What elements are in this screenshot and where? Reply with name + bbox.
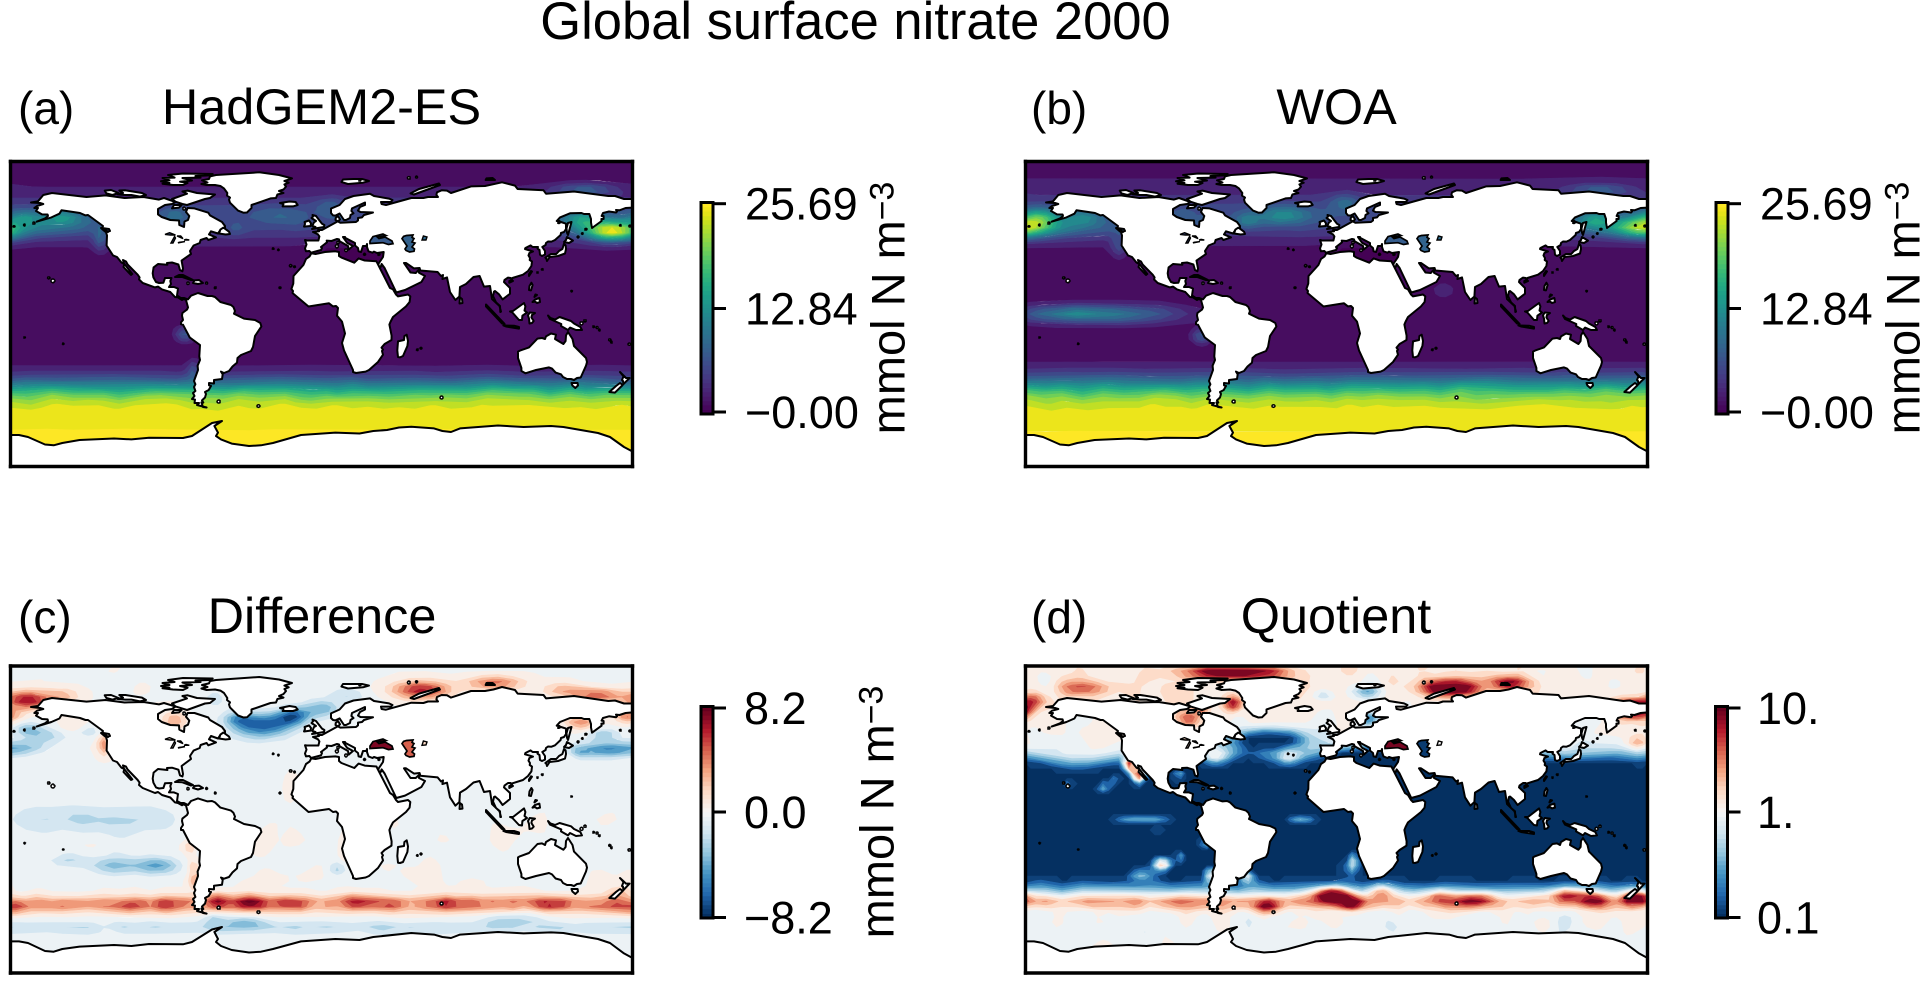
svg-text:WOA: WOA <box>1276 78 1397 135</box>
svg-text:1.: 1. <box>1757 787 1795 838</box>
svg-text:(b): (b) <box>1031 82 1087 134</box>
svg-text:25.69: 25.69 <box>745 179 858 230</box>
svg-text:Difference: Difference <box>208 587 437 644</box>
svg-text:12.84: 12.84 <box>1760 283 1873 334</box>
svg-text:−8.2: −8.2 <box>744 892 833 943</box>
svg-text:mmol N m−3: mmol N m−3 <box>862 182 915 435</box>
svg-text:HadGEM2-ES: HadGEM2-ES <box>162 78 481 135</box>
svg-text:mmol N m−3: mmol N m−3 <box>851 686 904 939</box>
svg-text:25.69: 25.69 <box>1760 179 1873 230</box>
svg-text:mmol N m−3: mmol N m−3 <box>1877 182 1930 435</box>
svg-text:0.0: 0.0 <box>744 787 807 838</box>
svg-text:−0.00: −0.00 <box>745 387 859 438</box>
svg-text:(a): (a) <box>18 82 74 134</box>
svg-text:12.84: 12.84 <box>745 283 858 334</box>
svg-text:8.2: 8.2 <box>744 683 807 734</box>
svg-text:0.1: 0.1 <box>1757 892 1820 943</box>
svg-text:(d): (d) <box>1031 591 1087 643</box>
svg-text:10.: 10. <box>1757 683 1820 734</box>
svg-text:(c): (c) <box>18 591 72 643</box>
svg-text:−0.00: −0.00 <box>1760 387 1874 438</box>
svg-text:Quotient: Quotient <box>1241 587 1432 644</box>
svg-text:Global surface nitrate 2000: Global surface nitrate 2000 <box>540 0 1170 51</box>
